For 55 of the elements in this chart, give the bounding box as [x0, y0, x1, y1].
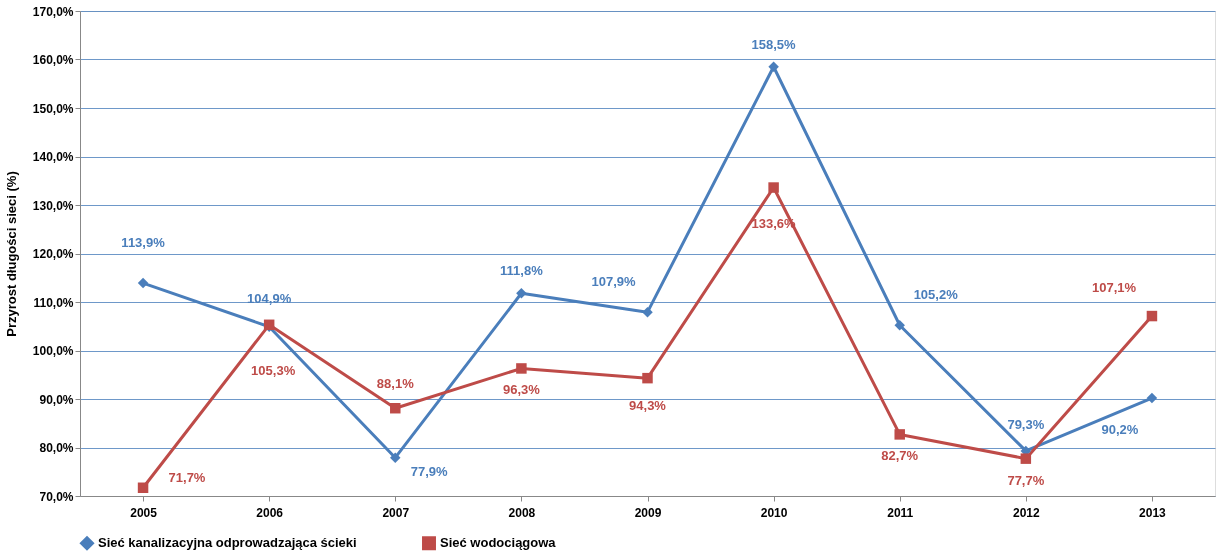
- data-label: 96,3%: [502, 382, 541, 398]
- point: [1146, 392, 1158, 404]
- point: [642, 306, 653, 318]
- x-tick-label: 2006: [256, 505, 284, 520]
- data-label: 71,7%: [168, 469, 206, 485]
- x-tick-label: 2005: [130, 505, 158, 520]
- point: [1020, 453, 1032, 464]
- y-tick-label: 90,0%: [39, 392, 74, 407]
- point: [516, 363, 527, 374]
- data-label: 90,2%: [1101, 422, 1139, 438]
- y-tick-label: 150,0%: [32, 101, 74, 116]
- y-axis-title: Przyrost długości sieci (%): [3, 171, 19, 337]
- data-label: 107,1%: [1091, 280, 1137, 296]
- point: [516, 288, 527, 299]
- data-label: 104,9%: [247, 290, 292, 306]
- y-tick-label: 70,0%: [39, 489, 74, 504]
- data-label: 88,1%: [376, 376, 415, 392]
- y-tick-label: 80,0%: [39, 441, 74, 455]
- legend-label: Sieć wodociągowa: [440, 535, 557, 551]
- data-label: 105,2%: [913, 287, 959, 303]
- y-tick-label: 120,0%: [32, 247, 74, 261]
- point: [768, 182, 779, 193]
- data-label: 77,7%: [1007, 472, 1045, 488]
- data-label: 113,9%: [121, 235, 166, 251]
- y-tick-label: 160,0%: [32, 53, 74, 67]
- data-label: 94,3%: [629, 398, 667, 414]
- data-label: 107,9%: [591, 274, 637, 290]
- point: [642, 372, 653, 384]
- y-tick-label: 170,0%: [32, 4, 74, 19]
- data-label: 82,7%: [881, 448, 919, 464]
- x-tick-label: 2012: [1012, 505, 1040, 520]
- data-label: 105,3%: [251, 362, 296, 378]
- point: [137, 482, 149, 493]
- point: [137, 277, 149, 289]
- x-tick-label: 2013: [1139, 505, 1167, 520]
- point: [894, 320, 905, 331]
- legend-label: Sieć kanalizacyjna odprowadzająca ścieki: [98, 535, 357, 551]
- point: [390, 452, 401, 463]
- point: [768, 61, 779, 73]
- point: [390, 402, 401, 414]
- y-tick-label: 140,0%: [32, 150, 74, 164]
- x-tick-label: 2010: [760, 505, 788, 520]
- data-label: 158,5%: [751, 36, 797, 52]
- y-tick-label: 110,0%: [33, 295, 74, 310]
- x-tick-label: 2009: [634, 505, 662, 520]
- data-label: 111,8%: [500, 263, 544, 279]
- y-tick-label: 100,0%: [32, 344, 74, 358]
- x-tick-label: 2011: [887, 505, 914, 520]
- data-label: 77,9%: [410, 463, 449, 479]
- y-tick-label: 130,0%: [32, 198, 74, 213]
- point: [1146, 310, 1158, 322]
- x-tick-label: 2007: [382, 505, 410, 520]
- x-tick-label: 2008: [508, 505, 536, 520]
- point: [894, 429, 905, 440]
- data-label: 79,3%: [1007, 416, 1045, 432]
